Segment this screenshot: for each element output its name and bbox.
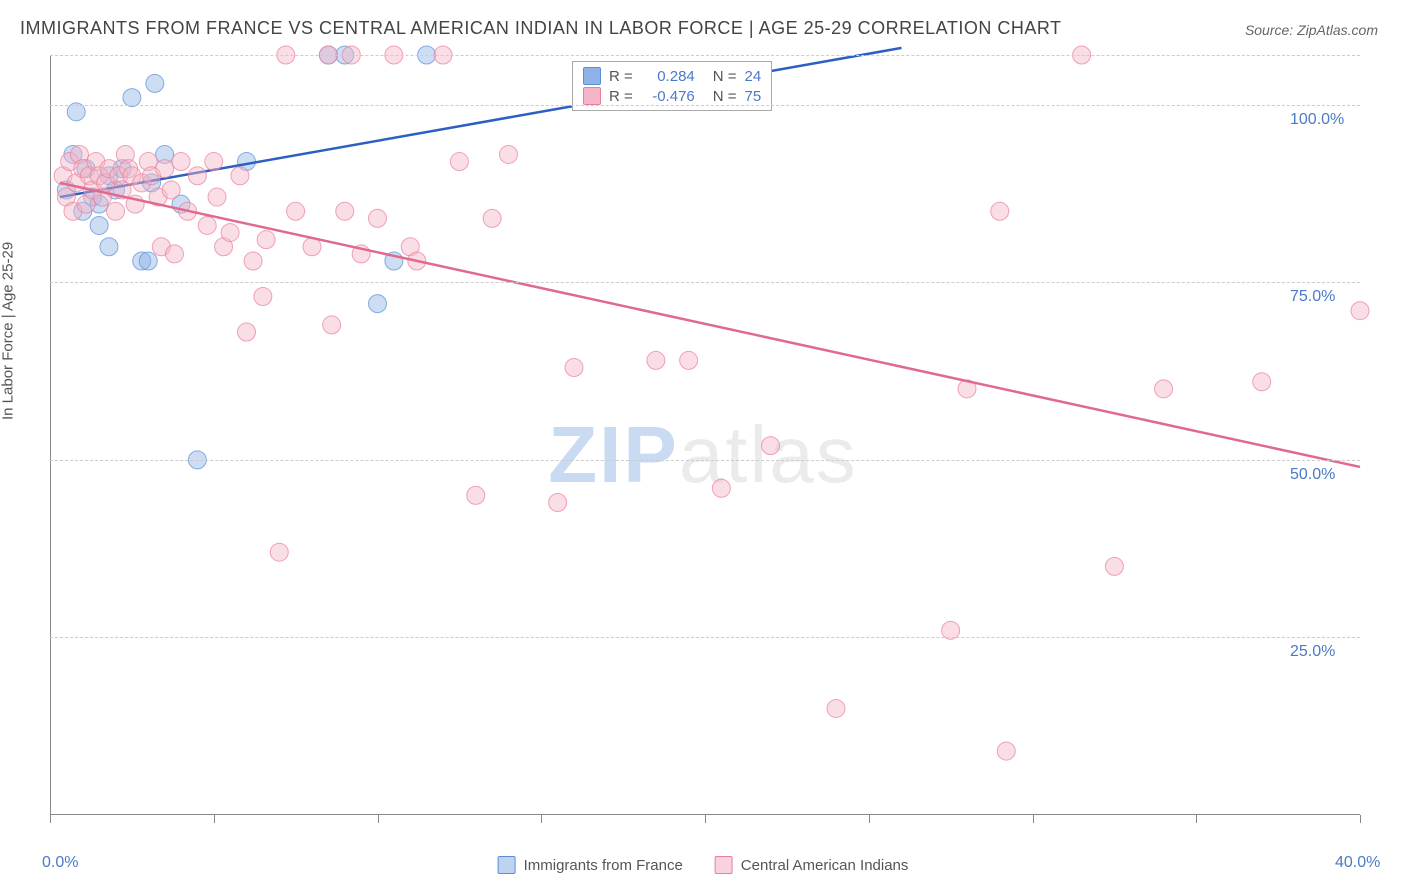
data-point — [762, 437, 780, 455]
data-point — [500, 145, 518, 163]
data-point — [188, 167, 206, 185]
data-point — [205, 153, 223, 171]
source-label: Source: ZipAtlas.com — [1245, 22, 1378, 38]
data-point — [156, 160, 174, 178]
legend-item: Central American Indians — [715, 856, 909, 874]
chart-container: IMMIGRANTS FROM FRANCE VS CENTRAL AMERIC… — [0, 0, 1406, 892]
data-point — [827, 699, 845, 717]
gridline — [50, 55, 1360, 56]
data-point — [146, 74, 164, 92]
data-point — [100, 238, 118, 256]
r-label: R = — [609, 68, 633, 85]
data-point — [90, 216, 108, 234]
legend-label: Immigrants from France — [524, 857, 683, 874]
legend-label: Central American Indians — [741, 857, 909, 874]
n-label: N = — [713, 68, 737, 85]
r-value: 0.284 — [641, 68, 695, 85]
data-point — [165, 245, 183, 263]
x-tick — [705, 815, 706, 823]
correlation-legend: R = 0.284 N = 24 R = -0.476 N = 75 — [572, 61, 772, 111]
y-tick-label: 50.0% — [1290, 466, 1335, 484]
y-tick-label: 25.0% — [1290, 643, 1335, 661]
data-point — [712, 479, 730, 497]
x-tick — [869, 815, 870, 823]
data-point — [208, 188, 226, 206]
regression-line — [60, 48, 902, 197]
n-label: N = — [713, 88, 737, 105]
x-tick — [214, 815, 215, 823]
data-point — [991, 202, 1009, 220]
x-tick — [1196, 815, 1197, 823]
data-point — [450, 153, 468, 171]
correlation-legend-row: R = 0.284 N = 24 — [583, 66, 761, 86]
plot-svg — [50, 55, 1360, 815]
series-legend: Immigrants from France Central American I… — [498, 856, 909, 874]
n-value: 24 — [745, 68, 762, 85]
n-value: 75 — [745, 88, 762, 105]
data-point — [107, 202, 125, 220]
gridline — [50, 282, 1360, 283]
x-tick-label: 40.0% — [1335, 854, 1380, 872]
data-point — [323, 316, 341, 334]
x-tick — [541, 815, 542, 823]
x-tick — [1033, 815, 1034, 823]
y-tick-label: 100.0% — [1290, 111, 1344, 129]
data-point — [198, 216, 216, 234]
data-point — [1253, 373, 1271, 391]
x-tick — [1360, 815, 1361, 823]
data-point — [172, 153, 190, 171]
legend-swatch — [583, 67, 601, 85]
data-point — [1351, 302, 1369, 320]
data-point — [162, 181, 180, 199]
legend-item: Immigrants from France — [498, 856, 683, 874]
legend-swatch — [583, 87, 601, 105]
y-tick-label: 75.0% — [1290, 288, 1335, 306]
legend-swatch — [498, 856, 516, 874]
gridline — [50, 460, 1360, 461]
data-point — [997, 742, 1015, 760]
data-point — [244, 252, 262, 270]
gridline — [50, 105, 1360, 106]
data-point — [467, 486, 485, 504]
data-point — [257, 231, 275, 249]
data-point — [139, 252, 157, 270]
data-point — [254, 287, 272, 305]
x-tick — [378, 815, 379, 823]
data-point — [680, 351, 698, 369]
x-tick-label: 0.0% — [42, 854, 78, 872]
gridline — [50, 637, 1360, 638]
data-point — [369, 209, 387, 227]
regression-line — [60, 183, 1360, 467]
r-label: R = — [609, 88, 633, 105]
data-point — [287, 202, 305, 220]
y-axis-title: In Labor Force | Age 25-29 — [0, 242, 17, 420]
correlation-legend-row: R = -0.476 N = 75 — [583, 86, 761, 106]
data-point — [1155, 380, 1173, 398]
data-point — [483, 209, 501, 227]
data-point — [238, 323, 256, 341]
data-point — [1105, 557, 1123, 575]
x-tick — [50, 815, 51, 823]
legend-swatch — [715, 856, 733, 874]
data-point — [565, 359, 583, 377]
data-point — [369, 295, 387, 313]
chart-title: IMMIGRANTS FROM FRANCE VS CENTRAL AMERIC… — [20, 18, 1062, 39]
data-point — [221, 224, 239, 242]
data-point — [549, 493, 567, 511]
r-value: -0.476 — [641, 88, 695, 105]
data-point — [336, 202, 354, 220]
data-point — [647, 351, 665, 369]
data-point — [231, 167, 249, 185]
data-point — [270, 543, 288, 561]
